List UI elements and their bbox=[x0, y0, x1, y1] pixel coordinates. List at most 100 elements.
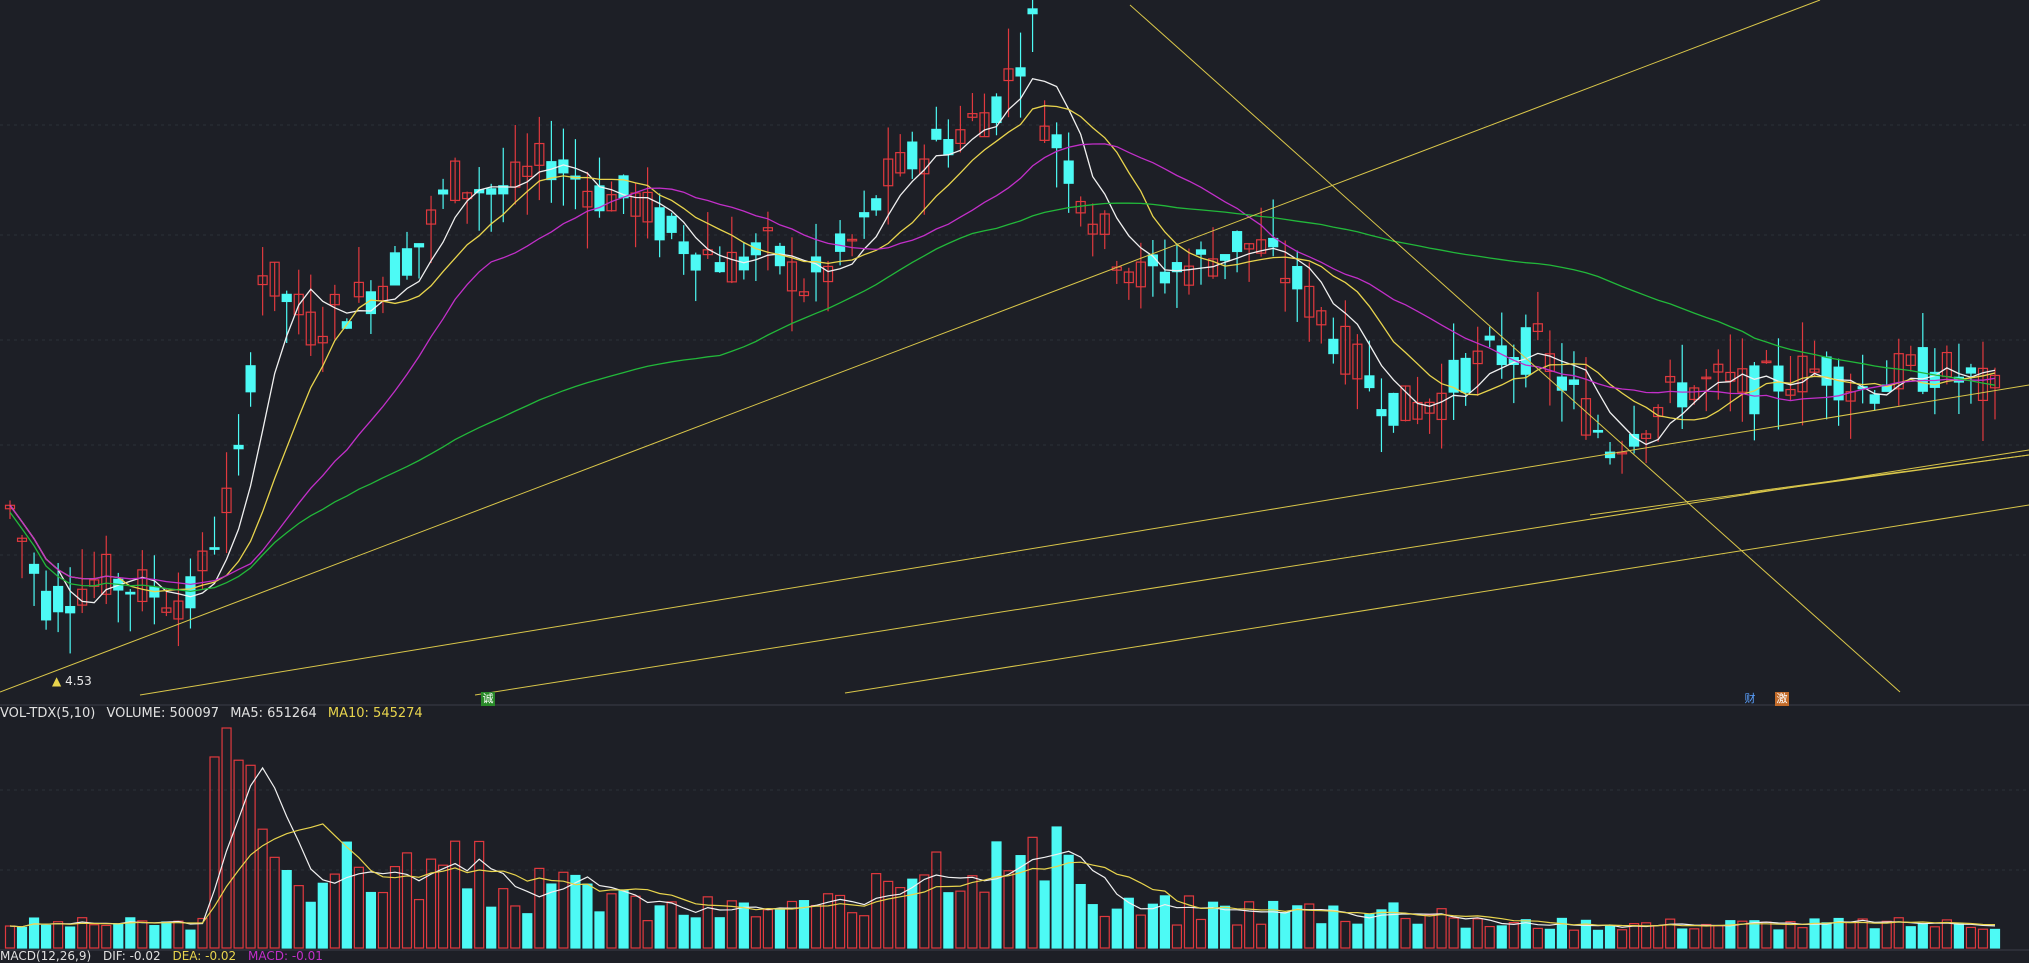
volume-bar-up bbox=[1797, 927, 1808, 949]
volume-indicator-name[interactable]: VOL-TDX(5,10) bbox=[0, 706, 96, 721]
volume-bar-up bbox=[1171, 924, 1183, 949]
volume-bar-up bbox=[353, 866, 364, 949]
candle-down bbox=[40, 590, 52, 621]
volume-bar-up bbox=[4, 925, 16, 949]
candle-up bbox=[1701, 376, 1712, 380]
candle-up bbox=[221, 487, 232, 514]
candle-down bbox=[1027, 8, 1038, 15]
volume-bar-down bbox=[1460, 927, 1471, 949]
volume-bar-up bbox=[847, 912, 858, 949]
low-price-value: 4.53 bbox=[65, 674, 92, 688]
trend-line bbox=[139, 384, 2029, 696]
volume-bar-up bbox=[1628, 923, 1640, 949]
volume-bar-down bbox=[161, 921, 172, 949]
candle-up bbox=[1087, 223, 1098, 235]
volume-bar-up bbox=[822, 893, 834, 949]
candle-up bbox=[1472, 350, 1483, 365]
volume-bar-up bbox=[1761, 921, 1772, 949]
candle-down bbox=[991, 96, 1002, 124]
volume-bar-down bbox=[341, 841, 352, 949]
candle-down bbox=[1195, 249, 1207, 255]
volume-bar-down bbox=[690, 917, 701, 949]
volume-bar-down bbox=[594, 911, 605, 949]
volume-bar-up bbox=[1929, 926, 1940, 949]
candle-down bbox=[53, 585, 64, 613]
volume-bar-down bbox=[991, 841, 1002, 949]
candle-up bbox=[955, 129, 966, 145]
volume-bar-up bbox=[389, 865, 401, 949]
volume-bar-up bbox=[1713, 925, 1724, 949]
volume-bar-down bbox=[149, 925, 160, 949]
candle-down bbox=[690, 254, 701, 271]
volume-bar-down bbox=[1544, 928, 1555, 949]
volume-bar-up bbox=[1135, 914, 1146, 949]
volume-bar-down bbox=[40, 924, 52, 949]
volume-bar-down bbox=[1123, 897, 1134, 949]
volume-bar-down bbox=[305, 901, 316, 949]
candle-up bbox=[462, 192, 473, 200]
macd-indicator-header: MACD(12,26,9) DIF: -0.02 DEA: -0.02 MACD… bbox=[0, 950, 331, 962]
candle-down bbox=[1496, 345, 1507, 366]
volume-bar-up bbox=[474, 840, 485, 949]
candle-up bbox=[1424, 401, 1435, 414]
candle-down bbox=[1268, 237, 1279, 248]
volume-bar-up bbox=[750, 916, 761, 949]
candle-up bbox=[450, 160, 461, 202]
candle-up bbox=[1641, 433, 1652, 440]
volume-bar-down bbox=[738, 902, 749, 949]
candle-up bbox=[305, 311, 316, 346]
ma60-line bbox=[9, 202, 1996, 593]
volume-bar-down bbox=[1087, 904, 1098, 949]
candle-down bbox=[486, 188, 497, 195]
volume-bar-down bbox=[618, 889, 629, 949]
candle-up bbox=[161, 607, 172, 613]
volume-bar-up bbox=[1448, 917, 1459, 949]
volume-bar-up bbox=[197, 917, 208, 949]
volume-bar-down bbox=[1809, 918, 1820, 949]
event-marker-1[interactable]: 诚 bbox=[481, 692, 495, 706]
event-marker-3[interactable]: 激 bbox=[1775, 692, 1789, 706]
volume-bar-down bbox=[1075, 883, 1086, 949]
volume-bar-up bbox=[1003, 870, 1014, 949]
volume-bar-up bbox=[666, 901, 677, 949]
volume-bar-down bbox=[546, 883, 557, 949]
event-marker-2[interactable]: 财 bbox=[1744, 692, 1756, 705]
volume-bar-down bbox=[1725, 920, 1736, 949]
volume-bar-up bbox=[1881, 920, 1892, 949]
candle-up bbox=[4, 504, 16, 510]
candle-up bbox=[786, 261, 798, 292]
volume-bar-up bbox=[1616, 929, 1628, 949]
candle-down bbox=[678, 241, 689, 255]
candle-up bbox=[1905, 354, 1916, 367]
candle-down bbox=[1833, 366, 1844, 401]
volume-bar-down bbox=[1292, 905, 1303, 949]
volume-bar-down bbox=[1556, 917, 1568, 949]
candle-up bbox=[1123, 271, 1134, 284]
candle-down bbox=[1460, 357, 1471, 393]
candle-up bbox=[883, 158, 894, 187]
macd-dea: DEA: -0.02 bbox=[172, 949, 237, 963]
volume-bar-down bbox=[1412, 923, 1423, 949]
candle-down bbox=[437, 189, 449, 195]
candle-down bbox=[943, 139, 954, 156]
candle-up bbox=[1893, 353, 1904, 390]
volume-bar-up bbox=[1195, 918, 1207, 949]
candle-down bbox=[1292, 266, 1303, 290]
candle-up bbox=[967, 113, 978, 118]
candle-up bbox=[1039, 125, 1050, 141]
candle-up bbox=[1340, 325, 1351, 375]
candle-up bbox=[329, 293, 340, 306]
candle-up bbox=[534, 142, 545, 166]
macd-indicator-name[interactable]: MACD(12,26,9) bbox=[0, 949, 92, 963]
volume-bar-down bbox=[365, 891, 377, 949]
candle-up bbox=[606, 194, 617, 212]
candle-up bbox=[1665, 375, 1676, 383]
candle-down bbox=[1917, 347, 1928, 392]
candle-down bbox=[389, 252, 401, 286]
volume-bar-up bbox=[173, 920, 184, 949]
volume-bar-up bbox=[558, 871, 569, 949]
candle-up bbox=[919, 158, 930, 175]
volume-bar-down bbox=[1869, 928, 1880, 949]
volume-bar-up bbox=[101, 924, 112, 949]
